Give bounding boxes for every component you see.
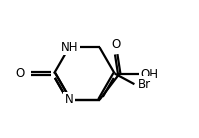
Text: N: N: [65, 93, 73, 106]
Text: OH: OH: [140, 67, 158, 81]
Text: Br: Br: [138, 78, 151, 91]
Text: O: O: [112, 38, 121, 51]
Text: NH: NH: [60, 41, 78, 54]
Text: O: O: [16, 67, 25, 80]
